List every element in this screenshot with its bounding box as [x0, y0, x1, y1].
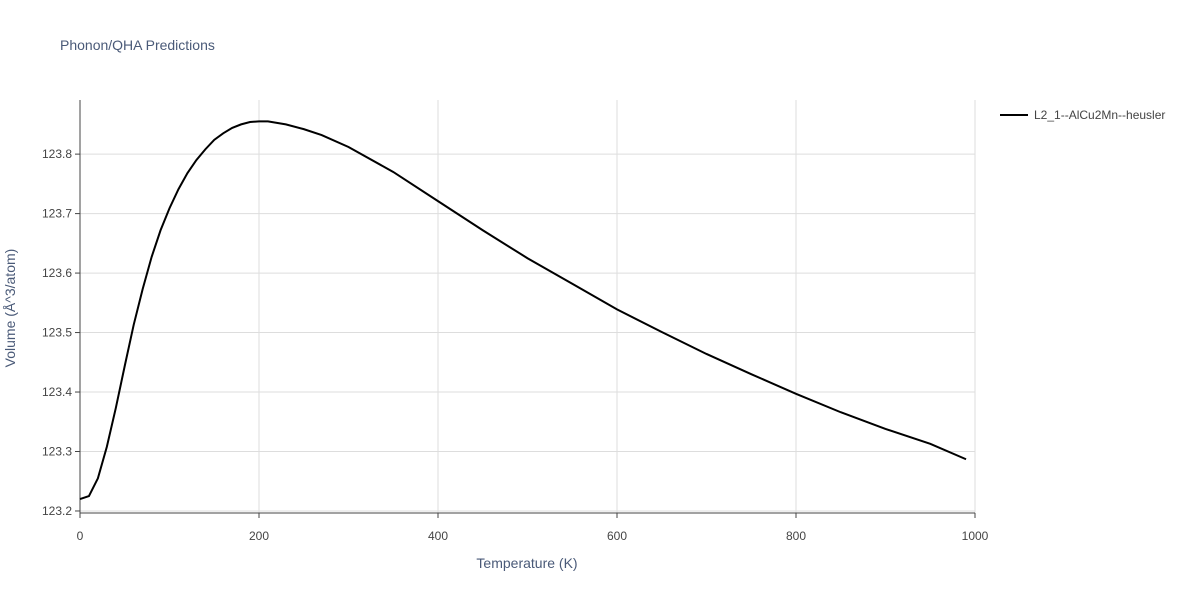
- y-tick-label: 123.3: [42, 445, 72, 459]
- x-tick-label: 1000: [962, 529, 989, 543]
- y-axis-title: Volume (Å^3/atom): [2, 249, 18, 368]
- x-tick-label: 200: [249, 529, 269, 543]
- x-tick-label: 600: [607, 529, 627, 543]
- y-tick-label: 123.2: [42, 504, 72, 518]
- x-axis-title: Temperature (K): [476, 555, 577, 571]
- y-tick-label: 123.7: [42, 207, 72, 221]
- y-tick-label: 123.6: [42, 266, 72, 280]
- chart-title: Phonon/QHA Predictions: [60, 37, 215, 53]
- legend-label: L2_1--AlCu2Mn--heusler: [1034, 108, 1165, 122]
- y-tick-label: 123.4: [42, 385, 72, 399]
- x-tick-label: 800: [786, 529, 806, 543]
- y-tick-label: 123.5: [42, 326, 72, 340]
- x-tick-label: 400: [428, 529, 448, 543]
- data-line: [79, 120, 967, 501]
- x-tick-label: 0: [77, 529, 84, 543]
- y-tick-label: 123.8: [42, 147, 72, 161]
